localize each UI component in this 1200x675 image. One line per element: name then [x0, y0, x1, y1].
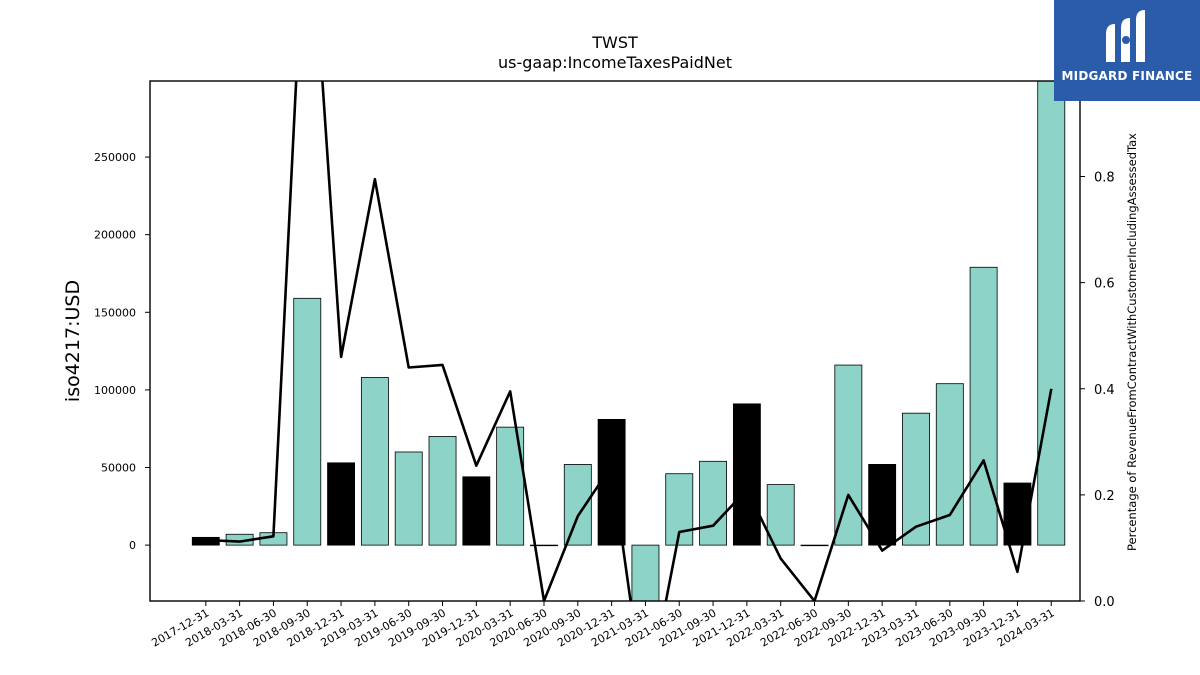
y-tick-label: 200000 [94, 229, 136, 242]
logo-mark-icon [1106, 10, 1145, 62]
bar-2019-03-31 [360, 377, 389, 546]
bar-2020-09-30 [563, 464, 592, 546]
bar-2021-12-31 [732, 403, 761, 546]
y-tick-label: 100000 [94, 384, 136, 397]
y2-tick-label: 0.0 [1094, 595, 1115, 610]
bar-2019-06-30 [394, 451, 423, 546]
bar-2023-09-30 [969, 266, 998, 546]
bar-2022-03-31 [766, 484, 795, 546]
y2-tick-label: 0.6 [1094, 277, 1115, 292]
chart-subtitle: us-gaap:IncomeTaxesPaidNet [498, 53, 732, 72]
bar-2023-06-30 [935, 383, 964, 546]
bar-2023-12-31 [1003, 482, 1032, 546]
bar-2022-06-30 [800, 544, 829, 547]
plot-frame [149, 80, 1081, 602]
y2-tick-label: 0.4 [1094, 383, 1115, 398]
bar-2022-09-30 [834, 364, 863, 546]
bar-2021-09-30 [699, 460, 728, 546]
bar-2019-09-30 [428, 436, 457, 546]
y-tick-label: 150000 [94, 306, 136, 319]
y2-axis-label: Percentage of RevenueFromContractWithCus… [1125, 133, 1139, 551]
y-tick-label: 0 [129, 539, 136, 552]
ratio-line [205, 81, 1053, 601]
bar-2022-12-31 [868, 464, 897, 546]
y-tick-label: 50000 [101, 462, 136, 475]
bar-2024-03-31 [1037, 81, 1066, 546]
bar-2023-03-31 [902, 412, 930, 546]
y-axis-label: iso4217:USD [62, 280, 84, 402]
logo-text: MIDGARD FINANCE [1061, 69, 1193, 83]
bar-2020-06-30 [530, 544, 558, 547]
chart-title: TWST [592, 33, 638, 52]
bar-2021-03-31 [631, 544, 660, 601]
bars-group [191, 81, 1066, 601]
bar-2018-09-30 [293, 297, 322, 546]
y2-tick-label: 0.8 [1094, 171, 1115, 186]
brand-logo: MIDGARD FINANCE [1054, 0, 1200, 101]
y-tick-label: 250000 [94, 151, 136, 164]
y2-tick-label: 0.2 [1094, 489, 1115, 504]
bar-2019-12-31 [462, 476, 491, 546]
bar-2018-12-31 [327, 462, 355, 546]
